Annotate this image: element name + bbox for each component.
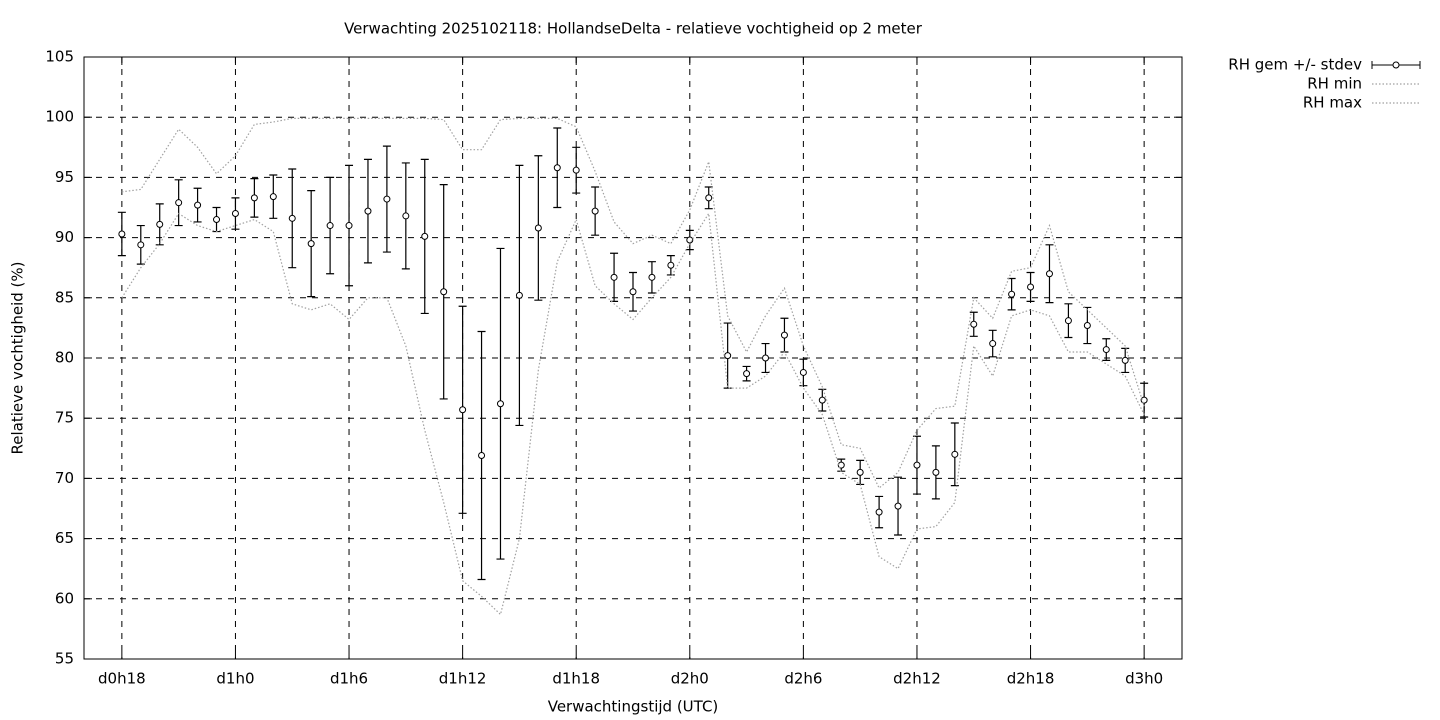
point bbox=[1121, 356, 1129, 364]
point bbox=[743, 370, 751, 378]
point bbox=[818, 396, 826, 404]
point bbox=[440, 288, 448, 296]
point bbox=[553, 164, 561, 172]
point bbox=[648, 273, 656, 281]
chart-title: Verwachting 2025102118: HollandseDelta -… bbox=[344, 20, 923, 38]
point bbox=[194, 201, 202, 209]
point bbox=[156, 220, 164, 228]
point bbox=[1008, 290, 1016, 298]
y-tick-label: 65 bbox=[55, 529, 74, 547]
point bbox=[629, 288, 637, 296]
point bbox=[421, 232, 429, 240]
y-axis-label: Relatieve vochtigheid (%) bbox=[9, 261, 27, 454]
x-axis-label: Verwachtingstijd (UTC) bbox=[548, 698, 719, 716]
line-series bbox=[121, 117, 1145, 489]
x-tick-label: d2h18 bbox=[1007, 670, 1055, 688]
point bbox=[572, 166, 580, 174]
point bbox=[780, 331, 788, 339]
x-tick-label: d0h18 bbox=[98, 670, 146, 688]
point bbox=[478, 452, 486, 460]
point bbox=[364, 207, 372, 215]
x-tick-label: d1h0 bbox=[216, 670, 254, 688]
point bbox=[705, 194, 713, 202]
y-tick-label: 75 bbox=[55, 409, 74, 427]
point bbox=[762, 354, 770, 362]
point bbox=[799, 368, 807, 376]
point bbox=[213, 216, 221, 224]
point bbox=[667, 261, 675, 269]
point bbox=[1083, 321, 1091, 329]
y-tick-label: 55 bbox=[55, 650, 74, 668]
x-tick-label: d3h0 bbox=[1125, 670, 1163, 688]
point bbox=[496, 400, 504, 408]
point bbox=[326, 222, 334, 230]
x-tick-label: d1h12 bbox=[439, 670, 487, 688]
point bbox=[932, 468, 940, 476]
point bbox=[175, 199, 183, 207]
point bbox=[875, 508, 883, 516]
point bbox=[951, 450, 959, 458]
x-tick-label: d2h0 bbox=[671, 670, 709, 688]
point bbox=[1027, 283, 1035, 291]
point bbox=[970, 320, 978, 328]
y-tick-label: 85 bbox=[55, 288, 74, 306]
point bbox=[118, 230, 126, 238]
point bbox=[402, 212, 410, 220]
point bbox=[1102, 346, 1110, 354]
y-tick-label: 105 bbox=[45, 48, 74, 66]
point bbox=[515, 291, 523, 299]
point bbox=[288, 214, 296, 222]
x-tick-label: d2h6 bbox=[784, 670, 822, 688]
point bbox=[724, 352, 732, 360]
point bbox=[913, 461, 921, 469]
point bbox=[250, 194, 258, 202]
point bbox=[837, 461, 845, 469]
point bbox=[307, 240, 315, 248]
point bbox=[534, 224, 542, 232]
x-tick-label: d2h12 bbox=[893, 670, 941, 688]
point bbox=[137, 241, 145, 249]
y-tick-label: 80 bbox=[55, 349, 74, 367]
point bbox=[610, 273, 618, 281]
y-tick-label: 90 bbox=[55, 228, 74, 246]
point bbox=[1140, 396, 1148, 404]
x-tick-label: d1h6 bbox=[330, 670, 368, 688]
point bbox=[231, 210, 239, 218]
y-tick-label: 70 bbox=[55, 469, 74, 487]
y-tick-label: 95 bbox=[55, 168, 74, 186]
point bbox=[269, 193, 277, 201]
plot-frame bbox=[83, 56, 1183, 660]
point bbox=[894, 502, 902, 510]
legend-swatch bbox=[1392, 61, 1400, 69]
point bbox=[345, 222, 353, 230]
point bbox=[1045, 270, 1053, 278]
point bbox=[856, 468, 864, 476]
point bbox=[686, 236, 694, 244]
point bbox=[989, 340, 997, 348]
legend-label: RH min bbox=[1307, 75, 1362, 93]
line-series bbox=[121, 211, 1145, 616]
legend-label: RH gem +/- stdev bbox=[1228, 56, 1362, 74]
point bbox=[383, 195, 391, 203]
y-tick-label: 60 bbox=[55, 589, 74, 607]
point bbox=[1064, 317, 1072, 325]
x-tick-label: d1h18 bbox=[552, 670, 600, 688]
point bbox=[591, 207, 599, 215]
point bbox=[459, 406, 467, 414]
y-tick-label: 100 bbox=[45, 108, 74, 126]
legend-label: RH max bbox=[1303, 94, 1362, 112]
